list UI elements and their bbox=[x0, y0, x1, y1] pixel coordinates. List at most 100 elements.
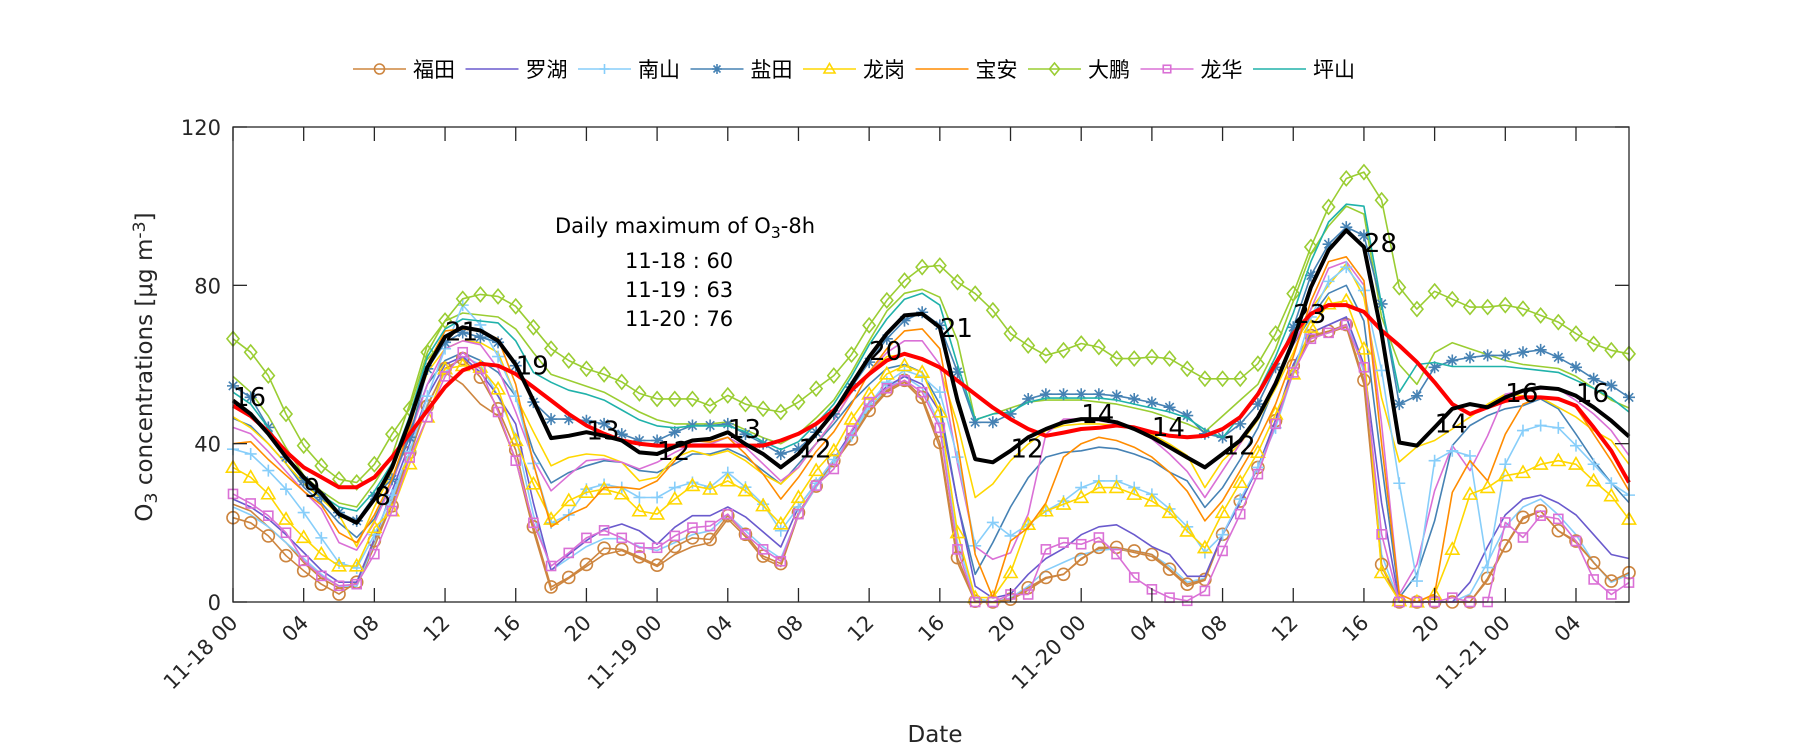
legend-label: 坪山 bbox=[1313, 58, 1355, 82]
plus-marker bbox=[1340, 261, 1353, 274]
diamond-marker bbox=[1515, 300, 1531, 318]
plus-marker bbox=[933, 386, 946, 399]
diamond-marker bbox=[773, 403, 788, 421]
x-tick-label: 12 bbox=[1267, 611, 1303, 647]
plus-marker bbox=[1251, 461, 1264, 474]
diamond-marker bbox=[1215, 370, 1230, 388]
diamond-marker bbox=[1409, 300, 1424, 318]
plus-marker bbox=[633, 491, 646, 504]
series-layer bbox=[225, 163, 1637, 609]
asterisk-marker bbox=[315, 491, 328, 504]
diamond-marker bbox=[278, 405, 294, 423]
legend-item-南山: 南山 bbox=[578, 58, 680, 82]
x-axis-label: Date bbox=[908, 722, 963, 748]
asterisk-marker bbox=[1552, 351, 1565, 364]
label-part: O bbox=[132, 503, 158, 521]
asterisk-marker bbox=[951, 366, 964, 379]
plus-marker bbox=[1004, 529, 1017, 542]
diamond-marker bbox=[1568, 325, 1584, 343]
textbox-line: 11-18 : 60 bbox=[625, 249, 733, 273]
asterisk-marker bbox=[739, 428, 752, 441]
diamond-marker bbox=[1162, 350, 1177, 368]
plus-marker bbox=[280, 483, 293, 496]
diamond-marker bbox=[1498, 296, 1513, 314]
diamond-marker bbox=[879, 291, 894, 309]
square-marker bbox=[298, 555, 309, 567]
square-marker bbox=[1606, 589, 1617, 600]
circle-marker bbox=[332, 587, 346, 601]
annotation-label: 21 bbox=[445, 317, 478, 347]
square-marker bbox=[863, 396, 875, 408]
asterisk-marker bbox=[986, 416, 999, 429]
square-marker bbox=[1588, 574, 1599, 585]
asterisk-marker bbox=[1110, 389, 1123, 402]
series-line bbox=[231, 303, 1631, 490]
annotation-label: 16 bbox=[233, 383, 266, 413]
legend-label: 南山 bbox=[638, 58, 680, 82]
asterisk-marker bbox=[1287, 321, 1300, 334]
diamond-marker bbox=[897, 272, 912, 290]
diamond-marker bbox=[844, 346, 859, 364]
x-tick-label: 12 bbox=[419, 611, 455, 647]
square-marker bbox=[1287, 367, 1299, 378]
triangle-marker bbox=[560, 492, 577, 507]
legend-item-罗湖: 罗湖 bbox=[465, 58, 568, 82]
triangle-marker bbox=[808, 462, 825, 477]
annotation-label: 9 bbox=[304, 474, 321, 504]
series-unlabelled bbox=[231, 228, 1631, 525]
asterisk-marker bbox=[668, 426, 681, 439]
square-marker bbox=[916, 386, 928, 398]
diamond-marker bbox=[932, 257, 947, 274]
plus-marker bbox=[1393, 477, 1406, 490]
asterisk-marker bbox=[1393, 398, 1406, 411]
asterisk-marker bbox=[244, 391, 257, 404]
triangle-marker bbox=[1055, 496, 1072, 510]
y-tick-label: 0 bbox=[208, 591, 221, 615]
legend-label: 宝安 bbox=[976, 58, 1018, 82]
square-marker bbox=[492, 406, 504, 418]
triangle-marker bbox=[719, 472, 736, 487]
square-marker bbox=[669, 530, 681, 542]
plus-marker bbox=[297, 506, 310, 519]
label-part: -8h bbox=[781, 214, 815, 238]
triangle-marker bbox=[1532, 456, 1549, 470]
square-marker bbox=[245, 498, 256, 509]
triangle-marker bbox=[437, 360, 454, 375]
diamond-marker bbox=[1144, 348, 1159, 366]
triangle-marker bbox=[1514, 464, 1531, 479]
square-marker bbox=[369, 548, 380, 560]
diamond-marker bbox=[685, 390, 700, 408]
plus-marker bbox=[350, 561, 363, 574]
asterisk-marker bbox=[1092, 388, 1105, 401]
circle-marker bbox=[473, 370, 488, 384]
annotation-label: 8 bbox=[374, 482, 391, 512]
diamond-marker bbox=[597, 365, 612, 383]
diamond-marker bbox=[349, 474, 364, 491]
x-tick-label: 12 bbox=[843, 611, 879, 647]
triangle-marker bbox=[401, 455, 418, 470]
legend-label: 龙华 bbox=[1201, 58, 1243, 82]
diamond-marker bbox=[1586, 335, 1601, 353]
triangle-marker bbox=[1444, 541, 1461, 555]
asterisk-marker bbox=[1481, 349, 1494, 362]
triangle-marker bbox=[1461, 486, 1478, 500]
diamond-marker bbox=[1109, 350, 1124, 368]
square-marker bbox=[687, 522, 698, 533]
legend-item-盐田: 盐田 bbox=[690, 58, 793, 82]
asterisk-marker bbox=[1463, 351, 1476, 364]
x-tick-label: 16 bbox=[913, 611, 949, 647]
triangle-marker bbox=[861, 385, 878, 400]
plus-marker bbox=[1322, 275, 1335, 288]
diamond-marker bbox=[738, 395, 753, 413]
plus-marker bbox=[599, 64, 610, 74]
square-marker bbox=[1252, 468, 1264, 480]
diamond-marker bbox=[950, 273, 965, 291]
diamond-marker bbox=[1533, 306, 1548, 324]
square-marker bbox=[280, 527, 292, 539]
square-marker bbox=[333, 580, 345, 592]
diamond-marker bbox=[561, 352, 576, 369]
asterisk-marker bbox=[598, 417, 611, 430]
triangle-marker bbox=[242, 469, 259, 483]
triangle-marker bbox=[1179, 522, 1196, 537]
plus-marker bbox=[1552, 421, 1565, 434]
